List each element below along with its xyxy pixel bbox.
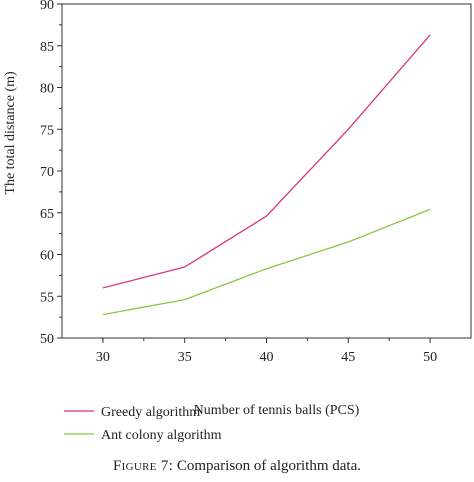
x-axis: 30 35 40 45 50 [96,338,437,365]
y-tick-label: 80 [40,82,54,97]
x-tick-label: 35 [178,350,192,365]
legend: Greedy algorithm Ant colony algorithm [64,405,222,443]
y-tick-label: 85 [40,40,54,55]
x-tick-label: 40 [260,350,274,365]
series-lines [102,34,431,316]
y-axis: 50 55 60 65 70 75 80 85 90 [40,0,62,347]
figure-caption: Figure 7: Comparison of algorithm data. [0,458,474,475]
y-tick-label: 50 [40,332,54,347]
y-axis-label: The total distance (m) [3,71,18,195]
x-tick-label: 50 [423,350,437,365]
series-line [102,34,431,289]
caption-text: Comparison of algorithm data. [173,458,361,474]
series-line [102,208,431,316]
y-tick-label: 90 [40,0,54,13]
legend-label: Ant colony algorithm [101,428,222,443]
x-tick-label: 30 [96,350,110,365]
plot-frame [61,3,472,339]
y-tick-label: 55 [40,290,54,305]
y-tick-label: 70 [40,165,54,180]
y-tick-label: 60 [40,249,54,264]
legend-label: Greedy algorithm [101,405,200,420]
x-axis-label: Number of tennis balls (PCS) [194,403,360,418]
x-tick-label: 45 [341,350,355,365]
figure-number: Figure 7: [113,458,174,474]
line-chart: 50 55 60 65 70 75 80 85 90 30 35 40 45 50 Number of … [3,0,472,443]
y-tick-label: 75 [40,123,54,138]
y-tick-label: 65 [40,207,54,222]
